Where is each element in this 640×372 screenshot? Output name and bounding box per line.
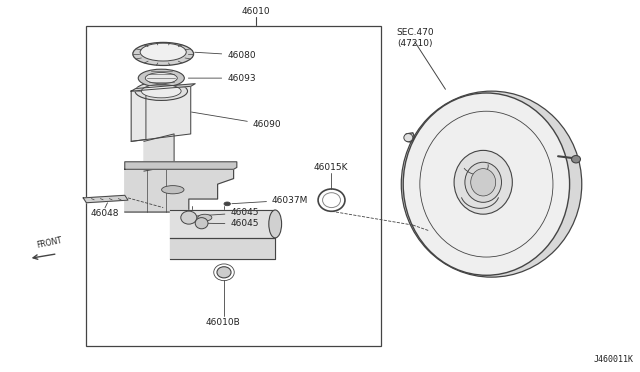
Polygon shape	[131, 91, 146, 141]
Text: 46010: 46010	[242, 7, 270, 16]
Ellipse shape	[138, 69, 184, 87]
Ellipse shape	[141, 84, 181, 98]
Ellipse shape	[471, 169, 496, 196]
Ellipse shape	[162, 186, 184, 194]
Text: (47210): (47210)	[397, 39, 433, 48]
Text: 46015K: 46015K	[314, 163, 348, 172]
Polygon shape	[125, 162, 237, 169]
Polygon shape	[125, 169, 234, 212]
Ellipse shape	[403, 93, 570, 275]
Polygon shape	[170, 210, 275, 238]
Ellipse shape	[401, 91, 582, 277]
Text: 46037M: 46037M	[232, 196, 308, 205]
Text: 46010B: 46010B	[205, 318, 240, 327]
Ellipse shape	[465, 162, 502, 202]
Text: 46090: 46090	[191, 112, 282, 129]
Text: 46045: 46045	[204, 219, 259, 228]
Polygon shape	[131, 84, 195, 91]
Polygon shape	[131, 86, 191, 141]
Ellipse shape	[572, 155, 580, 163]
Ellipse shape	[224, 202, 230, 206]
Text: 46080: 46080	[195, 51, 256, 60]
Text: J460011K: J460011K	[594, 355, 634, 364]
Ellipse shape	[404, 134, 413, 142]
Ellipse shape	[140, 43, 186, 61]
Ellipse shape	[198, 214, 212, 221]
Ellipse shape	[454, 150, 512, 214]
Ellipse shape	[135, 82, 188, 100]
Text: FRONT: FRONT	[36, 236, 63, 250]
Ellipse shape	[145, 73, 177, 84]
Polygon shape	[83, 195, 128, 203]
Text: 46048: 46048	[91, 209, 119, 218]
Ellipse shape	[133, 42, 194, 65]
Ellipse shape	[217, 267, 231, 278]
Ellipse shape	[195, 218, 208, 229]
Polygon shape	[170, 238, 275, 259]
Text: 46093: 46093	[188, 74, 256, 83]
Text: SEC.470: SEC.470	[396, 28, 433, 37]
Ellipse shape	[180, 211, 197, 224]
Polygon shape	[144, 134, 174, 171]
Bar	[86, 26, 381, 346]
Ellipse shape	[269, 210, 282, 238]
Ellipse shape	[182, 214, 196, 221]
Text: 46045: 46045	[191, 208, 259, 217]
